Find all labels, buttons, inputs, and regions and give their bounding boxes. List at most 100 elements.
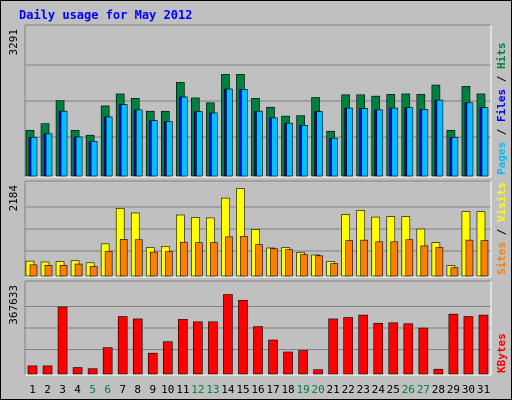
bar-sites (345, 240, 353, 277)
hits-legend-separator: / (495, 122, 508, 142)
bar-pages (406, 107, 414, 177)
day-label: 27 (417, 383, 430, 396)
day-label: 7 (119, 383, 126, 396)
bar-kbytes (328, 318, 338, 375)
bar-sites (180, 241, 188, 277)
day-label: 30 (462, 383, 475, 396)
bar-sites (375, 241, 384, 277)
day-label: 31 (477, 383, 490, 396)
bar-sites (74, 263, 83, 277)
bar-sites (270, 248, 278, 277)
bar-kbytes (253, 326, 263, 375)
day-label: 2 (44, 383, 51, 396)
bar-sites (435, 247, 444, 277)
legend-sites: Sites (495, 242, 508, 275)
bar-kbytes (162, 341, 173, 375)
day-label: 29 (447, 383, 460, 396)
legend-visits: Visits (495, 182, 508, 222)
bar-sites (149, 251, 158, 277)
day-label: 24 (372, 383, 386, 396)
bar-pages (466, 102, 474, 177)
bar-kbytes (87, 368, 98, 375)
bar-pages (481, 107, 489, 177)
bar-pages (211, 112, 218, 177)
bar-kbytes (268, 339, 278, 375)
day-label: 23 (357, 383, 370, 396)
bar-sites (225, 236, 233, 277)
day-label: 16 (251, 383, 264, 396)
bar-pages (150, 120, 158, 177)
hits-legend-separator: / (495, 69, 508, 89)
bar-kbytes (418, 327, 429, 375)
kbytes-max-label: 367633 (7, 285, 20, 325)
bar-sites (164, 251, 173, 277)
day-label: 4 (74, 383, 81, 396)
bar-kbytes (373, 322, 384, 375)
bar-sites (119, 239, 128, 277)
day-label: 20 (312, 383, 325, 396)
bar-kbytes (313, 369, 323, 375)
bar-kbytes (238, 299, 248, 375)
bar-sites (420, 245, 429, 277)
bar-pages (196, 111, 203, 177)
bar-sites (44, 264, 53, 277)
bar-kbytes (132, 318, 143, 375)
bar-sites (330, 263, 338, 277)
bar-pages (331, 137, 338, 177)
bar-sites (465, 239, 474, 277)
bar-sites (195, 242, 203, 277)
bar-pages (241, 89, 248, 177)
bar-kbytes (223, 294, 233, 375)
bar-kbytes (388, 322, 399, 375)
bar-pages (301, 125, 308, 177)
bar-sites (89, 266, 98, 277)
legend-pages: Pages (495, 142, 508, 175)
bar-pages (376, 109, 384, 177)
hits-legend: Pages / Files / Hits (495, 43, 508, 176)
bar-pages (316, 111, 323, 177)
day-label: 28 (432, 383, 445, 396)
bar-kbytes (448, 313, 459, 375)
bar-pages (436, 99, 444, 177)
bar-pages (271, 117, 278, 177)
bar-pages (451, 137, 459, 177)
day-label: 1 (29, 383, 36, 396)
bar-sites (405, 239, 414, 277)
bar-kbytes (208, 321, 218, 375)
day-label: 22 (342, 383, 355, 396)
bar-sites (315, 255, 323, 277)
legend-files: Files (495, 89, 508, 122)
bar-pages (286, 122, 293, 177)
day-label: 21 (327, 383, 340, 396)
day-label: 14 (221, 383, 235, 396)
bar-sites (300, 254, 308, 277)
day-label: 13 (206, 383, 219, 396)
bar-pages (391, 107, 399, 177)
bar-pages (165, 121, 173, 177)
visits-legend-separator: / (495, 222, 508, 242)
bar-kbytes (343, 317, 353, 375)
day-label: 9 (149, 383, 156, 396)
bar-sites (29, 264, 38, 277)
bar-sites (59, 264, 68, 277)
day-label: 11 (176, 383, 189, 396)
bar-sites (390, 241, 399, 277)
bar-kbytes (193, 321, 203, 375)
day-label: 6 (104, 383, 111, 396)
bar-pages (361, 108, 369, 177)
bar-pages (421, 109, 429, 177)
bar-sites (285, 249, 293, 277)
bar-kbytes (72, 367, 83, 375)
bar-kbytes (57, 306, 68, 375)
bar-sites (360, 239, 369, 277)
day-label: 3 (59, 383, 66, 396)
day-label: 8 (134, 383, 141, 396)
day-label: 5 (89, 383, 96, 396)
bar-kbytes (478, 314, 489, 375)
kbytes-legend: KBytes (495, 333, 508, 373)
bar-pages (90, 141, 98, 177)
bar-kbytes (298, 350, 308, 375)
bar-pages (30, 137, 38, 177)
